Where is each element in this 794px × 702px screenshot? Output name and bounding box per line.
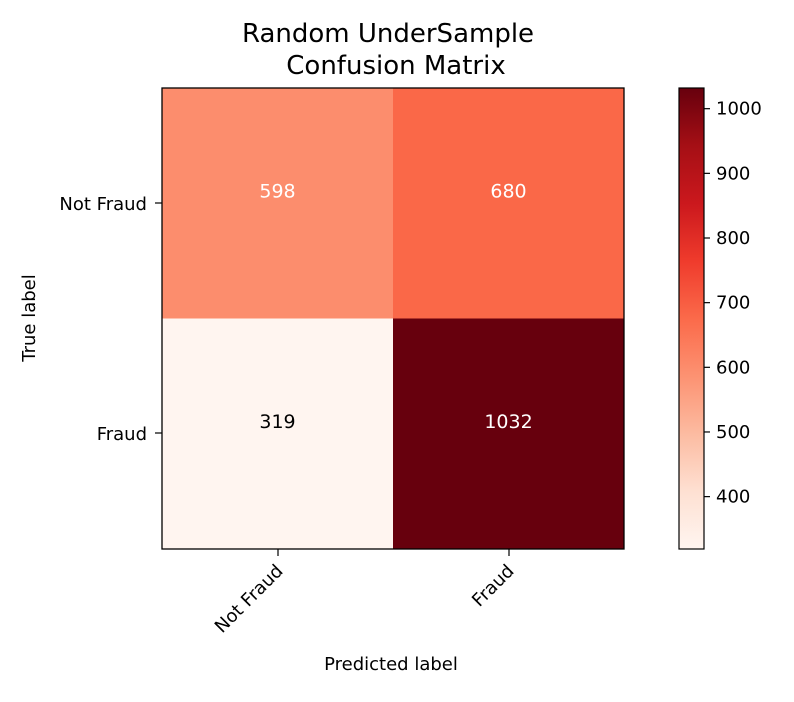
heatmap-cell <box>393 88 625 319</box>
colorbar-tick-label: 500 <box>716 422 750 443</box>
y-axis: Not Fraud Fraud <box>59 194 162 445</box>
y-axis-label: True label <box>19 274 40 363</box>
colorbar-tick-label: 1000 <box>716 99 762 120</box>
x-axis-label: Predicted label <box>324 654 458 675</box>
heatmap-cell-value: 1032 <box>484 411 532 433</box>
y-tick-label-not-fraud: Not Fraud <box>59 194 147 215</box>
plot-frame <box>161 87 625 550</box>
colorbar: 400 500 600 700 800 900 1000 <box>678 87 762 550</box>
colorbar-tick-label: 600 <box>716 357 750 378</box>
chart-title-line-2: Confusion Matrix <box>286 51 505 81</box>
heatmap-cell <box>393 318 625 550</box>
x-tick-label-not-fraud: Not Fraud <box>211 561 288 638</box>
colorbar-gradient <box>678 87 705 550</box>
colorbar-ticks: 400 500 600 700 800 900 1000 <box>704 99 762 508</box>
colorbar-tick-label: 800 <box>716 228 750 249</box>
chart-title-line-1: Random UnderSample <box>242 19 534 49</box>
colorbar-tick-label: 900 <box>716 163 750 184</box>
colorbar-tick-label: 700 <box>716 293 750 314</box>
heatmap-cell-value: 598 <box>259 180 295 202</box>
heatmap-cell <box>162 318 394 550</box>
heatmap-cell-value: 680 <box>490 180 526 202</box>
colorbar-tick-label: 400 <box>716 487 750 508</box>
x-axis: Not Fraud Fraud <box>211 549 519 637</box>
heatmap-cell-labels: 598 680 319 1032 <box>259 180 532 433</box>
heatmap-cell-value: 319 <box>259 411 295 433</box>
x-tick-label-fraud: Fraud <box>468 561 518 611</box>
y-tick-label-fraud: Fraud <box>97 424 147 445</box>
heatmap-cell <box>162 88 394 319</box>
heatmap-cells <box>162 88 625 550</box>
